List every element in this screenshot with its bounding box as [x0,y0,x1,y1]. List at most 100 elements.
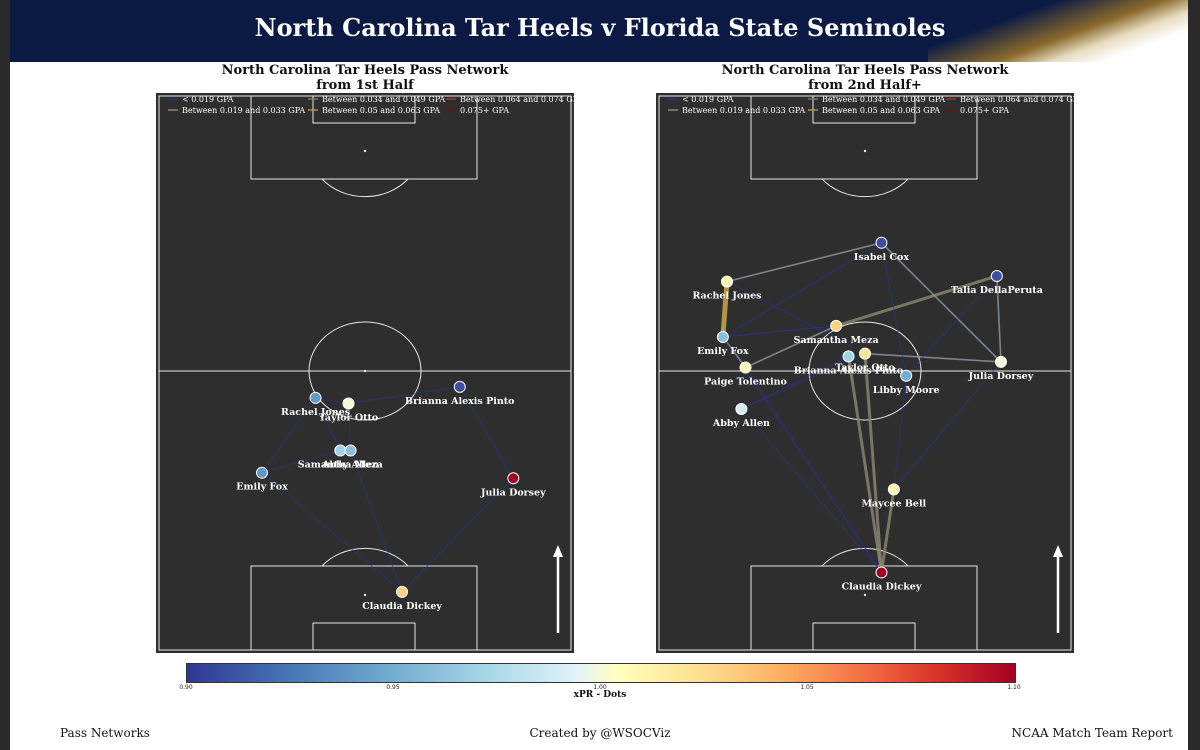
footer-left: Pass Networks [60,726,150,740]
player-node [887,483,900,496]
pass-edge [315,397,341,452]
top-penalty-spot [363,149,367,153]
colorbar-tick: 1.10 [1007,684,1021,691]
panel-title-2nd-half: North Carolina Tar Heels Pass Network fr… [650,63,1080,93]
colorbar-tick: 1.05 [800,684,814,691]
panel-title-line1: North Carolina Tar Heels Pass Network [221,63,509,78]
player-label: Samantha Meza [298,460,383,471]
pass-edge [879,487,896,574]
player-label: Claudia Dickey [362,601,442,612]
pass-edge [744,325,837,369]
player-node [859,347,871,360]
center-circle [308,321,422,421]
pass-edge [863,352,883,574]
player-node [342,397,355,410]
panel-title-line2: from 1st Half [316,78,414,93]
legend-entry: Between 0.064 and 0.074 GPA [960,95,1074,104]
player-node [875,566,888,579]
player-label: Brianna Alexis Pinto [405,396,514,407]
center-circle [808,321,922,421]
player-label: Rachel Jones [281,407,350,418]
pitch-1st-half: < 0.019 GPA Between 0.019 and 0.033 GPA Be… [156,93,574,653]
left-frame-border [0,0,10,750]
legend-entry: Between 0.05 and 0.063 GPA [322,106,440,115]
colorbar-tick: 0.95 [386,684,400,691]
pass-edge [880,242,1002,363]
panel-title-line2: from 2nd Half+ [808,78,922,93]
player-node [344,444,357,457]
footer-right: NCAA Match Team Report [1011,726,1173,740]
center-spot [363,369,367,373]
colorbar-label: xPR - Dots [573,690,627,700]
player-label: Emily Fox [697,346,749,357]
player-label: Samantha Meza [794,335,879,346]
player-node [830,319,843,332]
player-node [309,391,322,404]
pass-edge [720,279,730,340]
legend-entry: Between 0.05 and 0.063 GPA [822,106,940,115]
bottom-goal-area [812,622,916,651]
top-penalty-arc [321,178,409,198]
player-label: Abby Allen [321,460,379,471]
panel-title-1st-half: North Carolina Tar Heels Pass Network fr… [150,63,580,93]
pitch-background [156,93,574,653]
player-label: Julia Dorsey [968,371,1034,382]
pass-edge [996,275,1002,363]
player-node [396,585,409,598]
player-label: Julia Dorsey [480,487,546,498]
player-node [842,350,855,363]
pass-edge [726,242,883,283]
pass-edge [893,361,1002,490]
pass-edge [401,477,514,593]
player-label: Taylor Otto [319,412,378,423]
header-decorative-stripe [928,0,1188,62]
header-banner [10,0,1188,62]
player-label: Brianna Alexis Pinto [794,365,903,376]
player-node [735,403,748,416]
top-penalty-spot [863,149,867,153]
player-label: Taylor Otto [835,363,894,374]
xpr-colorbar [186,663,1016,683]
player-label: Talia DellaPeruta [951,285,1043,296]
pass-edge [459,386,514,479]
bottom-goal-area [312,622,416,651]
pass-edge [722,242,882,338]
legend-entry: Between 0.064 and 0.074 GPA [460,95,574,104]
legend-entry: < 0.019 GPA [182,95,234,104]
player-node [256,466,268,479]
player-label: Abby Allen [712,418,770,429]
legend-entry: 0.075+ GPA [960,106,1009,115]
player-label: Isabel Cox [854,252,909,263]
attack-direction-arrowhead [1053,545,1063,557]
pass-edge [261,472,403,593]
player-node [720,275,733,288]
pass-edge [880,242,907,377]
player-label: Rachel Jones [692,291,761,302]
bottom-penalty-arc [321,547,409,567]
player-label: Libby Moore [873,385,940,396]
pass-edge [740,353,866,410]
colorbar-tick: 0.90 [179,684,193,691]
pass-edge [893,375,907,490]
player-node [900,369,913,382]
pass-edge [745,366,882,573]
pass-edge [348,386,461,404]
top-penalty-arc [821,178,909,198]
pass-edge [740,408,882,573]
bottom-penalty-spot [363,593,367,597]
player-label: Emily Fox [236,482,288,493]
pass-edge [726,281,866,355]
player-node [875,236,888,249]
pass-edge [261,450,341,474]
legend-entry: < 0.019 GPA [682,95,734,104]
right-frame-border [1188,0,1200,750]
player-label: Claudia Dickey [842,581,922,592]
pass-edge [834,274,999,328]
legend-entry: Between 0.034 and 0.049 GPA [322,95,445,104]
pass-edge [847,354,883,574]
legend-entry: Between 0.034 and 0.049 GPA [822,95,945,104]
player-node [453,380,466,393]
pitch-2nd-half: < 0.019 GPA Between 0.019 and 0.033 GPA Be… [656,93,1074,653]
footer-credit: Created by @WSOCViz [529,726,671,740]
player-node [990,270,1003,283]
